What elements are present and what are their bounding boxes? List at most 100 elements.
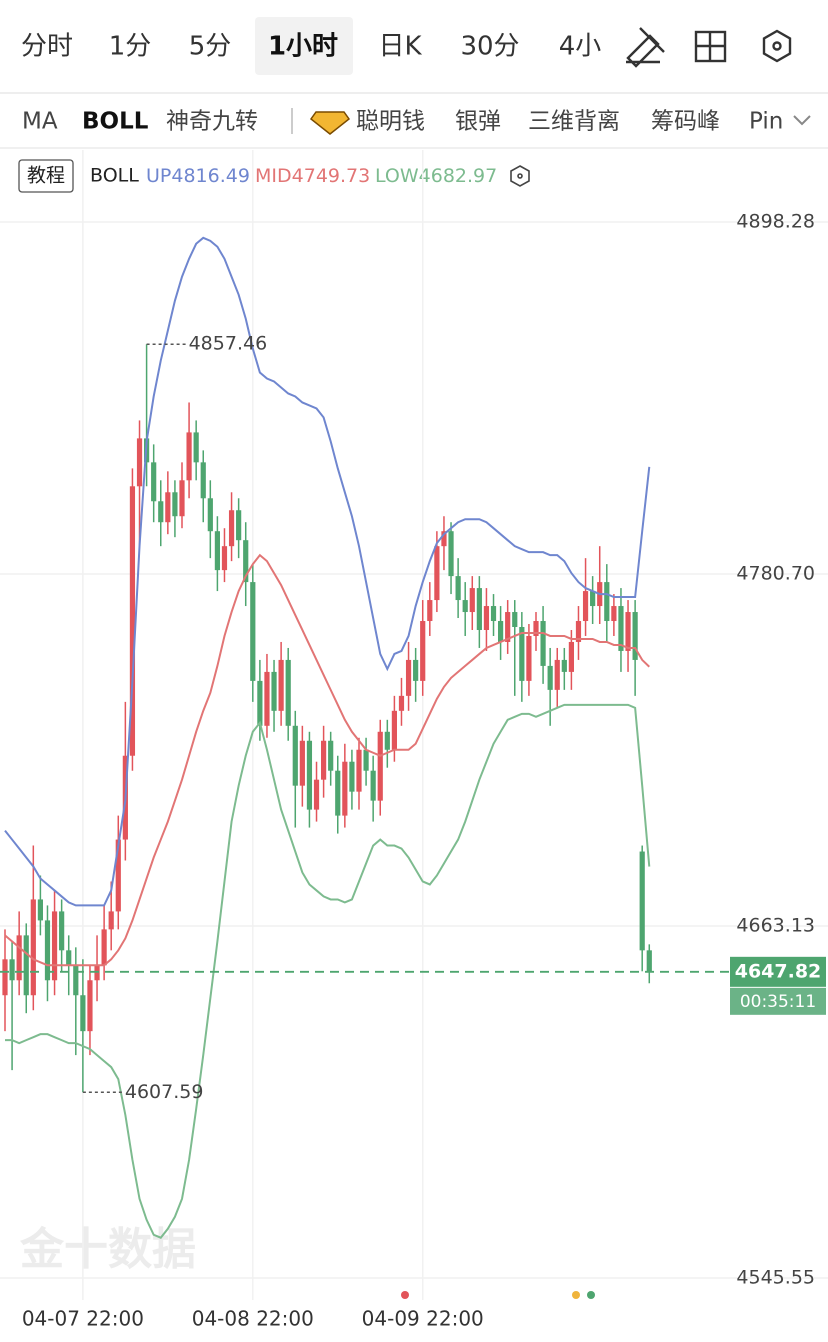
candle-body bbox=[533, 621, 539, 636]
candle-body bbox=[73, 965, 79, 996]
candle-body bbox=[441, 531, 447, 547]
candle-body bbox=[547, 665, 553, 690]
legend-name: LOW bbox=[375, 165, 419, 187]
candle-body bbox=[328, 740, 334, 771]
candle-body bbox=[321, 740, 327, 780]
candle-body bbox=[228, 510, 235, 547]
max-label: 4857.46 bbox=[189, 333, 268, 355]
candle-body bbox=[271, 671, 277, 711]
candle-body bbox=[490, 606, 497, 622]
indicator-name: BOLL bbox=[90, 165, 139, 187]
indicator-bar: MA BOLL 神奇九转 聪明钱 银弹 三维背离 筹码峰 Pin bbox=[22, 109, 783, 135]
legend-entry: LOW4682.97 bbox=[375, 165, 497, 187]
candle-body bbox=[590, 591, 596, 607]
candle-body bbox=[186, 432, 192, 481]
candle-body bbox=[639, 851, 645, 951]
boll-line bbox=[4, 236, 651, 907]
candle-body bbox=[526, 635, 532, 681]
watermark: 金十数据 bbox=[19, 1224, 196, 1275]
tab[interactable]: 5分 bbox=[189, 32, 232, 62]
candle-body bbox=[335, 770, 341, 816]
indicator-tab[interactable]: MA bbox=[22, 109, 58, 135]
tutorial-button[interactable] bbox=[18, 159, 74, 193]
indicator-tab[interactable]: 聪明钱 bbox=[356, 109, 425, 135]
legend-settings-icon[interactable] bbox=[510, 165, 530, 187]
tab[interactable]: 4小 bbox=[559, 32, 602, 62]
candle-body bbox=[151, 462, 157, 502]
timeframe-bar: 分时 1分 5分 1小时 日K 30分 4小 bbox=[21, 17, 601, 75]
layout-icon[interactable] bbox=[694, 30, 727, 63]
candle-body bbox=[30, 899, 36, 996]
candle-body bbox=[66, 950, 72, 966]
candle-body bbox=[582, 591, 589, 622]
indicator-tab[interactable]: 筹码峰 bbox=[651, 109, 720, 135]
candle-body bbox=[299, 740, 305, 786]
candle-body bbox=[483, 606, 490, 630]
candle-body bbox=[285, 659, 291, 726]
countdown-box bbox=[730, 987, 826, 1015]
countdown: 00:35:11 bbox=[740, 992, 816, 1012]
legend-name: MID bbox=[255, 165, 292, 187]
indicator-tab[interactable]: 神奇九转 bbox=[166, 109, 258, 135]
event-dot bbox=[572, 1291, 580, 1299]
x-tick-label: 04-08 22:00 bbox=[192, 1307, 314, 1331]
candle-body bbox=[59, 911, 65, 951]
tab[interactable]: 1小时 bbox=[268, 32, 338, 62]
candle-body bbox=[80, 995, 86, 1032]
boll-line bbox=[5, 703, 651, 1239]
candle-body bbox=[398, 695, 405, 711]
indicator-tab[interactable]: BOLL bbox=[82, 109, 149, 135]
price-box bbox=[730, 956, 826, 987]
candle-body bbox=[257, 680, 263, 726]
candle-body bbox=[356, 749, 362, 792]
tab[interactable]: 1分 bbox=[109, 32, 152, 62]
y-tick-label: 4898.28 bbox=[736, 211, 815, 233]
candle-body bbox=[200, 462, 206, 499]
candle-body bbox=[44, 920, 51, 981]
candle-body bbox=[236, 510, 242, 541]
legend: UP4816.49 MID4749.73 LOW4682.97 bbox=[146, 165, 497, 187]
x-tick-label: 04-07 22:00 bbox=[22, 1307, 144, 1331]
candle-body bbox=[115, 839, 121, 912]
candle-body bbox=[469, 588, 475, 613]
candle-body bbox=[575, 621, 582, 642]
boll-line bbox=[4, 553, 650, 967]
candle-body bbox=[292, 725, 298, 786]
candle-body bbox=[505, 612, 511, 642]
candle-body bbox=[413, 659, 419, 681]
candle-body bbox=[221, 546, 228, 571]
candle-body bbox=[9, 959, 15, 981]
tab[interactable]: 分时 bbox=[21, 32, 73, 62]
legend-value: 4749.73 bbox=[292, 165, 371, 187]
candle-body bbox=[554, 659, 560, 690]
diamond-icon bbox=[309, 111, 351, 135]
expand-icon[interactable] bbox=[793, 115, 811, 126]
settings-icon[interactable] bbox=[762, 29, 792, 63]
chart: 4898.28 4780.70 4663.13 4545.55 04-07 22:00 0… bbox=[0, 150, 828, 1331]
draw-icon[interactable] bbox=[626, 27, 665, 68]
candle-body bbox=[611, 606, 617, 622]
candle-body bbox=[243, 540, 249, 583]
candle-body bbox=[363, 749, 369, 771]
tab[interactable]: 日K bbox=[378, 32, 422, 62]
candle-body bbox=[405, 659, 412, 696]
y-tick-label: 4780.70 bbox=[736, 563, 815, 585]
candle-body bbox=[193, 432, 199, 463]
candle-body bbox=[2, 959, 8, 996]
tab-highlight bbox=[255, 17, 353, 75]
candle-body bbox=[455, 576, 461, 601]
candle-body bbox=[313, 779, 320, 810]
tutorial-label[interactable]: 教程 bbox=[27, 165, 65, 187]
candle-body bbox=[462, 600, 468, 613]
candle-body bbox=[370, 770, 376, 801]
legend-entry: MID4749.73 bbox=[255, 165, 370, 187]
candle-body bbox=[136, 438, 143, 487]
indicator-tab[interactable]: 银弹 bbox=[455, 109, 501, 135]
indicator-tab[interactable]: 三维背离 bbox=[528, 109, 620, 135]
candle-body bbox=[264, 671, 270, 726]
candle-body bbox=[646, 950, 652, 972]
indicator-tab[interactable]: Pin bbox=[749, 109, 783, 135]
price-label: 4647.82 bbox=[735, 960, 822, 982]
tab[interactable]: 30分 bbox=[460, 32, 519, 62]
